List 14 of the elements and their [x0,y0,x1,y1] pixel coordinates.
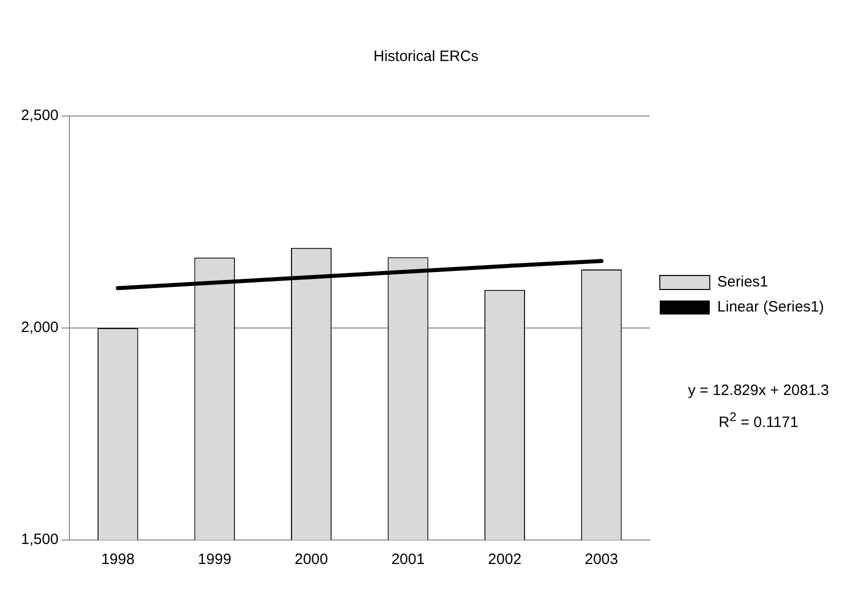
x-tick-label: 2001 [391,551,425,568]
y-tick-label: 2,000 [20,319,59,336]
x-tick-label: 1998 [101,551,135,568]
chart-title: Historical ERCs [373,48,479,66]
x-tick-label: 2000 [294,551,328,568]
y-tick-label: 2,500 [20,107,59,124]
legend-label: Series1 [717,274,768,291]
x-tick-label: 2002 [488,551,522,568]
text: y = 12.829x + 2081.3 [688,381,829,401]
legend-label: Linear (Series1) [717,298,824,316]
x-tick-label: 1999 [198,551,232,568]
y-tick-label: 1,500 [20,531,59,548]
text: R$^{2}$ = 0.1171 [718,409,800,433]
x-tick-label: 2003 [584,551,618,568]
